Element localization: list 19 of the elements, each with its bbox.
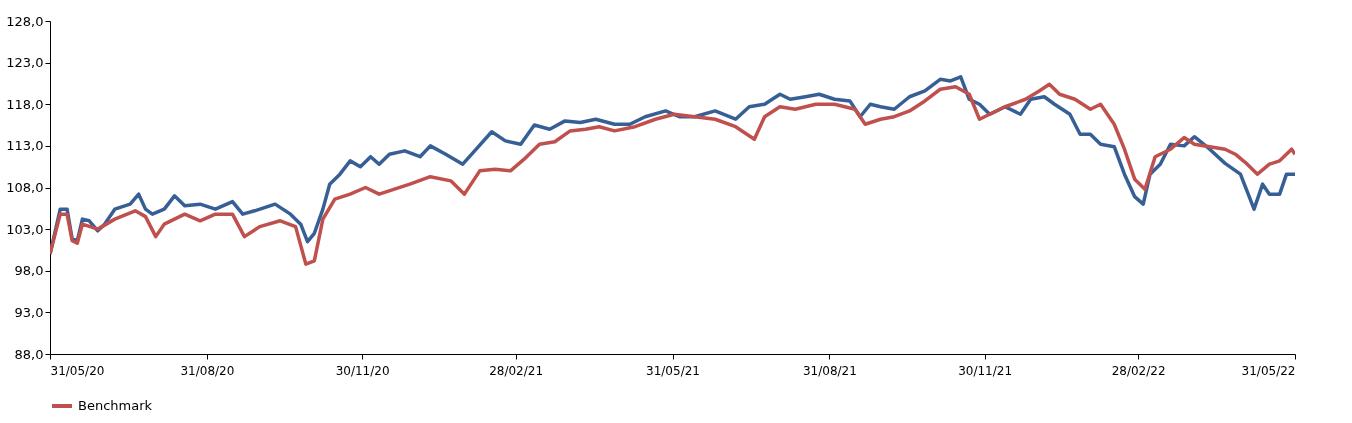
x-tick-label: 31/05/21 — [646, 363, 700, 378]
x-tick-label: 31/05/20 — [50, 363, 105, 378]
y-tick-label: 113,0 — [6, 138, 44, 154]
x-tick-label: 30/11/20 — [335, 363, 390, 378]
y-tick-label: 103,0 — [6, 221, 44, 237]
y-tick-label: 88,0 — [14, 346, 44, 362]
x-tick-label: 28/02/21 — [489, 363, 544, 378]
x-tick-label: 30/11/21 — [958, 363, 1013, 378]
y-tick-label: 108,0 — [6, 180, 44, 195]
y-tick-label: 128,0 — [6, 13, 44, 29]
x-tick-label: 28/02/22 — [1111, 363, 1166, 378]
x-tick-label: 31/05/22 — [1241, 363, 1296, 378]
y-tick-label: 118,0 — [6, 96, 44, 112]
y-tick-label: 123,0 — [6, 55, 44, 71]
y-tick-label: 93,0 — [14, 304, 44, 320]
y-tick-label: 98,0 — [14, 263, 44, 279]
legend-label: Benchmark — [78, 398, 153, 413]
x-tick-label: 31/08/21 — [802, 363, 857, 378]
x-tick-label: 31/08/20 — [180, 363, 235, 378]
